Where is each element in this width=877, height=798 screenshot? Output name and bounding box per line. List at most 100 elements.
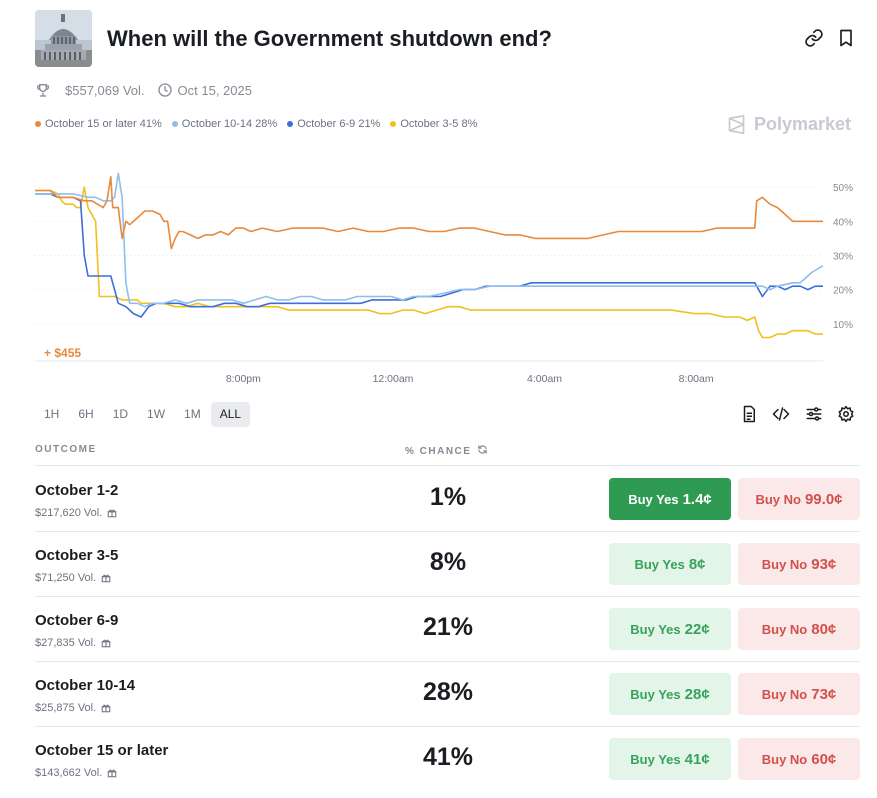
buy-no-price: 99.0¢ xyxy=(804,490,843,508)
buy-yes-price: 1.4¢ xyxy=(682,490,712,508)
legend-label: October 3-5 8% xyxy=(400,118,478,130)
gift-icon xyxy=(101,574,111,583)
buy-no-price: 93¢ xyxy=(811,555,837,573)
buy-no-button[interactable]: Buy No 93¢ xyxy=(738,543,860,585)
range-1h[interactable]: 1H xyxy=(44,407,60,421)
outcome-row: October 1-2 $217,620 Vol. 1% Buy Yes 1.4¢… xyxy=(35,467,860,532)
outcome-volume: $217,620 Vol. xyxy=(35,507,117,519)
outcome-volume: $143,662 Vol. xyxy=(35,767,117,779)
y-tick-label: 10% xyxy=(833,320,853,331)
series-line xyxy=(35,186,823,339)
buy-yes-price: 41¢ xyxy=(684,750,710,768)
end-date: Oct 15, 2025 xyxy=(177,82,252,98)
buy-yes-label: Buy Yes xyxy=(634,556,685,572)
market-meta: $557,069 Vol. Oct 15, 2025 xyxy=(35,80,252,100)
time-range-selector: 1H 6H 1D 1W 1M ALL xyxy=(35,402,251,427)
outcome-chance: 41% xyxy=(422,743,474,771)
buy-yes-button[interactable]: Buy Yes 28¢ xyxy=(609,673,731,715)
gift-icon xyxy=(108,769,117,778)
legend-dot xyxy=(35,121,41,127)
outcome-name: October 15 or later xyxy=(35,742,169,759)
legend-item: October 10-14 28% xyxy=(171,118,278,130)
buy-no-price: 80¢ xyxy=(811,620,837,638)
outcome-name: October 3-5 xyxy=(35,547,119,564)
range-1w[interactable]: 1W xyxy=(147,407,166,421)
outcome-volume-value: $71,250 Vol. xyxy=(35,572,97,584)
y-tick-label: 30% xyxy=(833,251,853,262)
legend-label: October 10-14 28% xyxy=(181,118,278,130)
outcomes-table-header: OUTCOME % CHANCE xyxy=(35,444,860,466)
buy-no-price: 60¢ xyxy=(811,750,837,768)
outcome-volume: $71,250 Vol. xyxy=(35,572,111,584)
buy-yes-price: 22¢ xyxy=(684,620,710,638)
x-tick-label: 8:00am xyxy=(679,373,714,385)
buy-yes-price: 8¢ xyxy=(688,555,706,573)
y-tick-label: 40% xyxy=(833,217,853,228)
buy-no-button[interactable]: Buy No 99.0¢ xyxy=(738,478,860,520)
bookmark-icon[interactable] xyxy=(836,28,856,48)
buy-no-label: Buy No xyxy=(761,686,808,702)
column-chance: % CHANCE xyxy=(405,444,488,458)
buy-yes-button[interactable]: Buy Yes 1.4¢ xyxy=(609,478,731,520)
refresh-icon[interactable] xyxy=(477,444,488,458)
legend-item: October 6-9 21% xyxy=(287,118,380,130)
polymarket-logo: Polymarket xyxy=(726,114,851,135)
outcome-row: October 10-14 $25,875 Vol. 28% Buy Yes 28… xyxy=(35,662,860,727)
legend-dot xyxy=(287,121,294,127)
capitol-image xyxy=(35,10,92,67)
buy-no-button[interactable]: Buy No 80¢ xyxy=(738,608,860,650)
outcome-row: October 6-9 $27,835 Vol. 21% Buy Yes 22¢ … xyxy=(35,597,860,662)
y-tick-label: 50% xyxy=(833,183,853,194)
y-tick-label: 20% xyxy=(833,286,853,297)
buy-no-label: Buy No xyxy=(761,556,808,572)
range-1m[interactable]: 1M xyxy=(184,407,201,421)
column-outcome: OUTCOME xyxy=(35,444,97,455)
code-icon[interactable] xyxy=(772,405,790,423)
clock-icon xyxy=(157,82,173,98)
column-chance-label: % CHANCE xyxy=(405,445,472,457)
outcome-volume: $27,835 Vol. xyxy=(35,637,111,649)
trophy-icon xyxy=(35,82,51,98)
outcome-volume: $25,875 Vol. xyxy=(35,702,111,714)
outcome-chance: 8% xyxy=(429,548,467,576)
range-6h[interactable]: 6H xyxy=(78,407,94,421)
legend-item: October 15 or later 41% xyxy=(35,118,162,130)
buy-yes-label: Buy Yes xyxy=(630,621,681,637)
buy-no-button[interactable]: Buy No 73¢ xyxy=(738,673,860,715)
legend-label: October 15 or later 41% xyxy=(45,118,162,130)
outcome-volume-value: $25,875 Vol. xyxy=(35,702,97,714)
legend-label: October 6-9 21% xyxy=(297,118,381,130)
buy-yes-button[interactable]: Buy Yes 41¢ xyxy=(609,738,731,780)
page-title: When will the Government shutdown end? xyxy=(107,26,552,51)
buy-yes-button[interactable]: Buy Yes 8¢ xyxy=(609,543,731,585)
buy-no-price: 73¢ xyxy=(811,685,837,703)
market-header: When will the Government shutdown end? xyxy=(35,10,860,68)
legend-item: October 3-5 8% xyxy=(390,118,477,130)
link-icon[interactable] xyxy=(804,28,824,48)
price-chart[interactable]: 50% 40% 30% 20% 10% 8:00pm 12:00am 4:00am 8:00am xyxy=(0,160,877,392)
legend-dot xyxy=(390,121,397,127)
buy-yes-button[interactable]: Buy Yes 22¢ xyxy=(609,608,731,650)
range-1d[interactable]: 1D xyxy=(112,407,129,421)
polymarket-icon xyxy=(728,114,745,135)
outcome-volume-value: $143,662 Vol. xyxy=(35,767,103,779)
outcome-volume-value: $27,835 Vol. xyxy=(35,637,97,649)
x-tick-label: 8:00pm xyxy=(226,373,261,385)
gear-icon[interactable] xyxy=(837,405,855,423)
sliders-icon[interactable] xyxy=(805,405,823,423)
buy-no-label: Buy No xyxy=(755,491,801,507)
gift-icon xyxy=(101,704,111,713)
buy-no-button[interactable]: Buy No 60¢ xyxy=(738,738,860,780)
chart-tools xyxy=(0,405,877,425)
document-icon[interactable] xyxy=(740,405,758,423)
range-all[interactable]: ALL xyxy=(210,402,251,427)
buy-yes-price: 28¢ xyxy=(684,685,710,703)
outcome-chance: 28% xyxy=(422,678,474,706)
series-line xyxy=(35,172,824,308)
profit-label: + $455 xyxy=(44,346,82,360)
buy-yes-label: Buy Yes xyxy=(628,491,679,507)
series-line xyxy=(35,176,823,250)
legend-dot xyxy=(171,121,178,127)
outcome-chance: 21% xyxy=(422,613,474,641)
total-volume: $557,069 Vol. xyxy=(65,82,145,98)
